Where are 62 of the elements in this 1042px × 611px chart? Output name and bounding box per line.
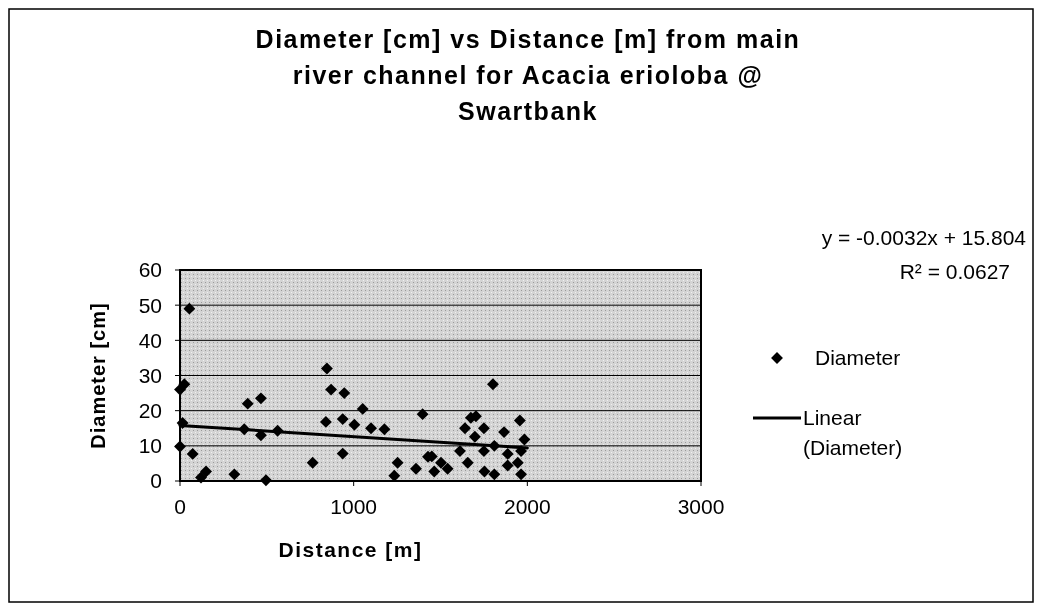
point: [518, 433, 531, 446]
point: [416, 408, 429, 421]
point: [174, 440, 186, 453]
point: [478, 465, 491, 478]
y-tick-label: 40: [138, 328, 162, 352]
point: [228, 468, 241, 481]
point: [348, 418, 361, 431]
point: [435, 456, 447, 469]
point: [477, 445, 490, 458]
x-tick-label: 3000: [677, 495, 725, 518]
point: [183, 302, 196, 315]
point: [454, 445, 466, 458]
point: [254, 429, 267, 442]
x-axis-title: Distance [m]: [278, 538, 423, 561]
point: [511, 456, 524, 469]
y-tick-label: 0: [150, 469, 162, 493]
y-tick-label: 10: [138, 434, 162, 458]
point: [410, 462, 422, 475]
point: [391, 456, 404, 469]
point: [174, 383, 186, 396]
point: [488, 468, 501, 481]
point: [501, 459, 514, 472]
point: [336, 447, 349, 460]
text: R² = 0.0627: [899, 260, 1010, 283]
point: [186, 447, 199, 460]
point: [461, 456, 474, 469]
point: [254, 392, 267, 405]
legend-label: Diameter: [815, 346, 901, 370]
point: [338, 387, 351, 400]
y-axis-title: Diameter [cm]: [87, 302, 109, 449]
point: [325, 383, 338, 396]
point: [428, 465, 441, 478]
point: [468, 430, 481, 443]
y-tick-label: 30: [138, 363, 162, 387]
point: [477, 422, 490, 435]
x-tick-label: 2000: [503, 495, 551, 518]
point: [378, 423, 391, 436]
point: [459, 422, 471, 435]
point: [513, 414, 526, 427]
point: [498, 426, 510, 439]
chart-title: Diameter [cm] vs Distance [m] from main river channel for Acacia erioloba @ Swartbank: [255, 25, 801, 125]
point: [195, 471, 207, 484]
point: [200, 465, 212, 478]
point: [441, 462, 454, 475]
point: [320, 362, 333, 375]
point: [241, 397, 254, 410]
y-tick-label: 20: [138, 399, 162, 423]
y-tick-label: 50: [138, 293, 162, 317]
point: [336, 413, 349, 426]
x-tick-label: 1000: [330, 495, 378, 518]
x-tick-label: 0: [174, 495, 186, 518]
point: [501, 447, 514, 460]
point: [319, 415, 332, 428]
point: [515, 468, 528, 481]
legend-label: Linear (Diameter): [803, 406, 903, 460]
point: [260, 474, 272, 487]
text: y = -0.0032x + 15.804: [821, 226, 1027, 249]
point: [487, 378, 499, 391]
y-tick-label: 60: [138, 258, 162, 282]
point: [306, 456, 319, 469]
point: [356, 402, 369, 415]
point: [365, 422, 377, 435]
